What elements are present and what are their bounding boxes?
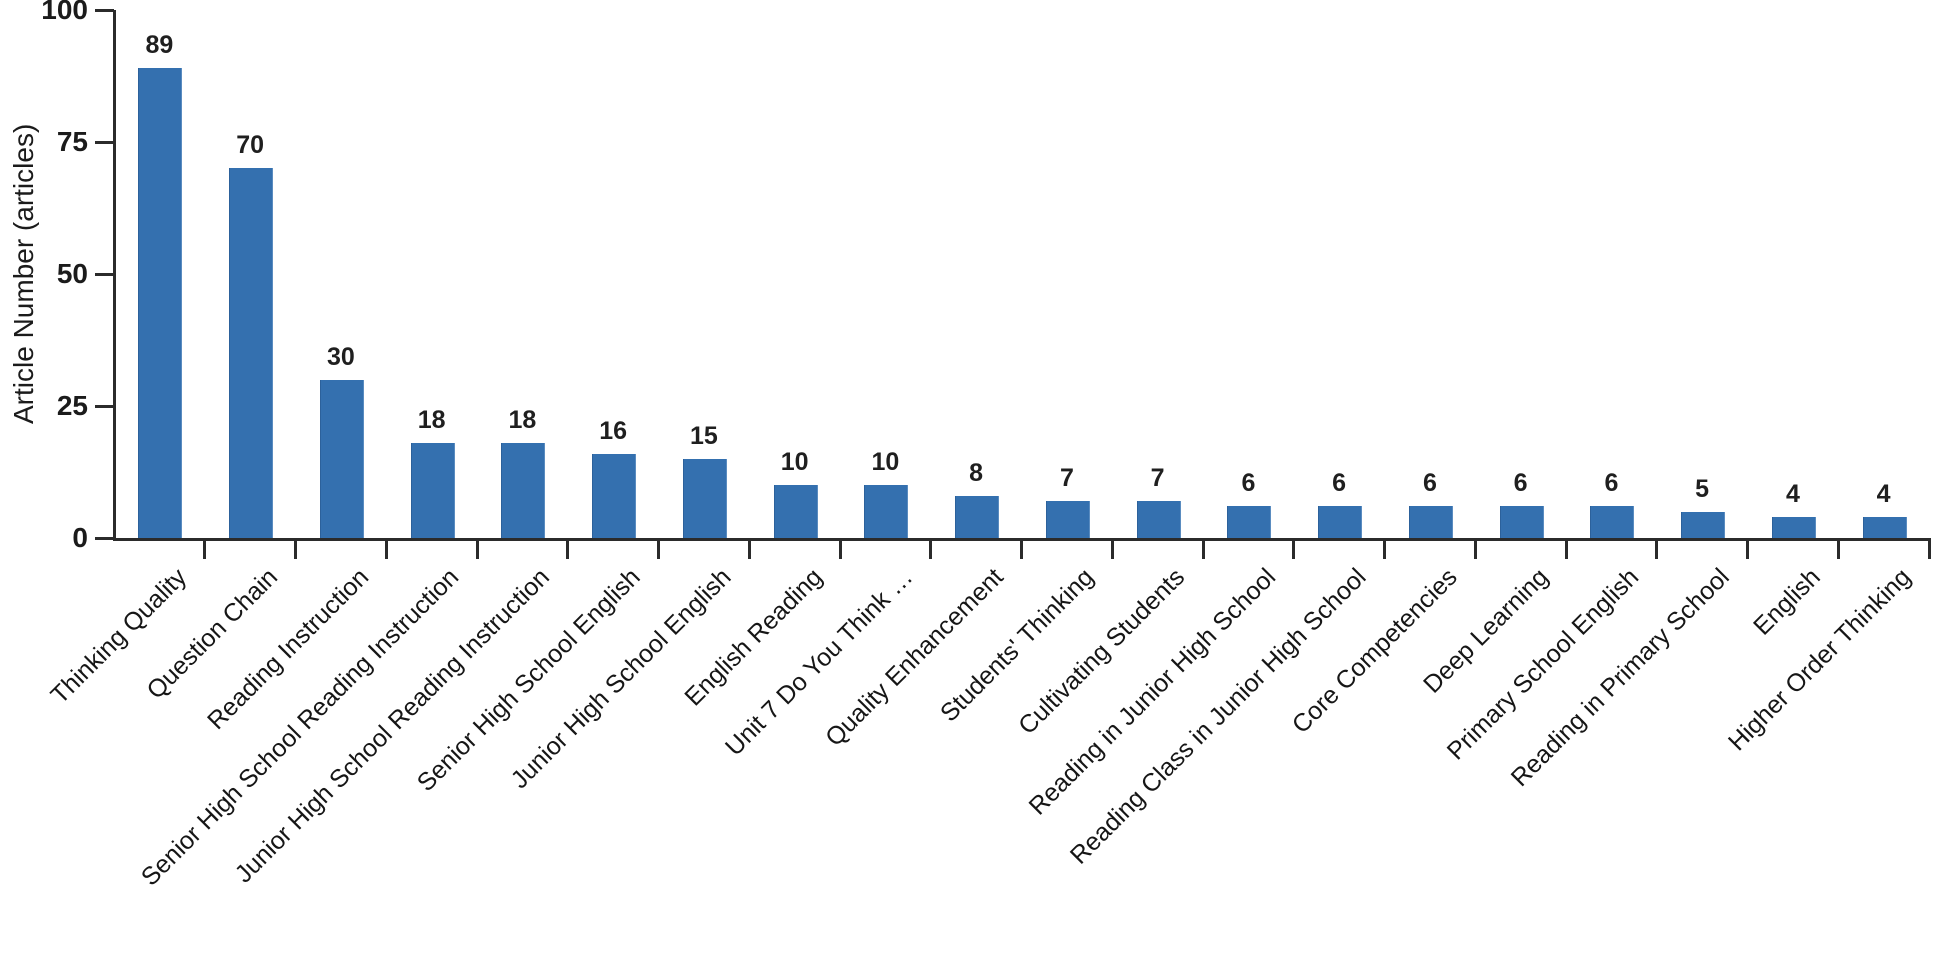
category-label: Senior High School Reading Instruction xyxy=(136,563,465,892)
bar xyxy=(682,458,727,538)
x-tick-mark xyxy=(294,541,297,559)
y-tick-mark xyxy=(95,536,114,540)
bar xyxy=(864,485,909,538)
x-tick-mark xyxy=(1564,541,1568,559)
bar xyxy=(1136,501,1181,538)
bar-value-label: 5 xyxy=(1695,474,1710,503)
x-tick-mark xyxy=(1110,541,1114,559)
category-label: English xyxy=(1747,563,1826,641)
bar-value-label: 4 xyxy=(1876,479,1891,508)
bar xyxy=(410,443,455,538)
x-tick-mark xyxy=(1927,541,1931,559)
bar-value-label: 18 xyxy=(417,406,446,434)
y-axis-line xyxy=(113,10,116,541)
y-tick-mark xyxy=(95,8,114,12)
category-label: Quality Enhancement xyxy=(820,563,1009,752)
bar xyxy=(1045,501,1090,538)
bar-value-label: 6 xyxy=(1332,469,1347,498)
bar-value-label: 4 xyxy=(1785,479,1800,508)
x-tick-mark xyxy=(1020,541,1023,559)
bar xyxy=(773,485,818,538)
bar xyxy=(1499,506,1544,538)
bar xyxy=(229,168,274,538)
bar-value-label: 7 xyxy=(1150,464,1165,492)
bar-value-label: 10 xyxy=(780,448,809,477)
bar xyxy=(1771,516,1816,538)
bar xyxy=(501,443,546,538)
category-label: Students' Thinking xyxy=(935,563,1100,728)
bar-value-label: 10 xyxy=(871,448,900,477)
bar-value-label: 16 xyxy=(599,416,627,445)
category-label: Higher Order Thinking xyxy=(1723,563,1917,757)
bar-value-label: 70 xyxy=(236,131,264,160)
bar xyxy=(1408,506,1453,538)
bar-value-label: 30 xyxy=(326,342,355,371)
x-tick-mark xyxy=(1655,541,1659,559)
x-tick-mark xyxy=(203,541,207,559)
x-tick-mark xyxy=(1292,541,1296,559)
bar-value-label: 8 xyxy=(969,458,984,487)
bar-value-label: 18 xyxy=(508,406,537,434)
x-tick-mark xyxy=(929,541,933,559)
bar xyxy=(1318,506,1363,538)
bar-value-label: 6 xyxy=(1422,469,1437,498)
bar xyxy=(1590,506,1635,538)
bar xyxy=(592,453,637,538)
x-tick-mark xyxy=(1201,541,1205,559)
y-tick-mark xyxy=(95,404,114,408)
bar xyxy=(138,68,183,538)
y-tick-label: 0 xyxy=(72,522,88,553)
y-tick-label: 100 xyxy=(41,0,88,25)
category-label: Core Competencies xyxy=(1286,563,1463,740)
bar-value-label: 6 xyxy=(1604,469,1619,498)
category-label: Junior High School Reading Instruction xyxy=(229,563,556,889)
y-tick-label: 75 xyxy=(56,126,88,157)
x-tick-mark xyxy=(838,541,842,559)
x-tick-mark xyxy=(1836,541,1840,559)
x-tick-mark xyxy=(1746,541,1749,559)
x-tick-mark xyxy=(747,541,751,559)
y-tick-mark xyxy=(95,140,114,144)
bar xyxy=(1227,506,1272,538)
bar xyxy=(955,495,1000,538)
x-axis-line xyxy=(113,538,1931,541)
bar-value-label: 7 xyxy=(1059,464,1074,492)
bar xyxy=(1862,516,1907,538)
category-label: Reading Instruction xyxy=(201,563,374,736)
y-tick-label: 25 xyxy=(56,390,88,421)
bar-value-label: 89 xyxy=(145,31,174,60)
bar-value-label: 6 xyxy=(1513,469,1528,498)
x-tick-mark xyxy=(1473,541,1477,559)
y-tick-label: 50 xyxy=(56,258,88,289)
y-tick-mark xyxy=(95,272,114,276)
x-tick-mark xyxy=(566,541,570,559)
x-tick-mark xyxy=(657,541,660,559)
bar xyxy=(1681,511,1726,538)
bar-value-label: 6 xyxy=(1241,469,1256,498)
x-tick-mark xyxy=(1383,541,1386,559)
x-tick-mark xyxy=(384,541,388,559)
category-label: Cultivating Students xyxy=(1013,563,1191,741)
x-tick-mark xyxy=(475,541,479,559)
bar-value-label: 15 xyxy=(689,421,718,450)
bar xyxy=(319,379,364,538)
